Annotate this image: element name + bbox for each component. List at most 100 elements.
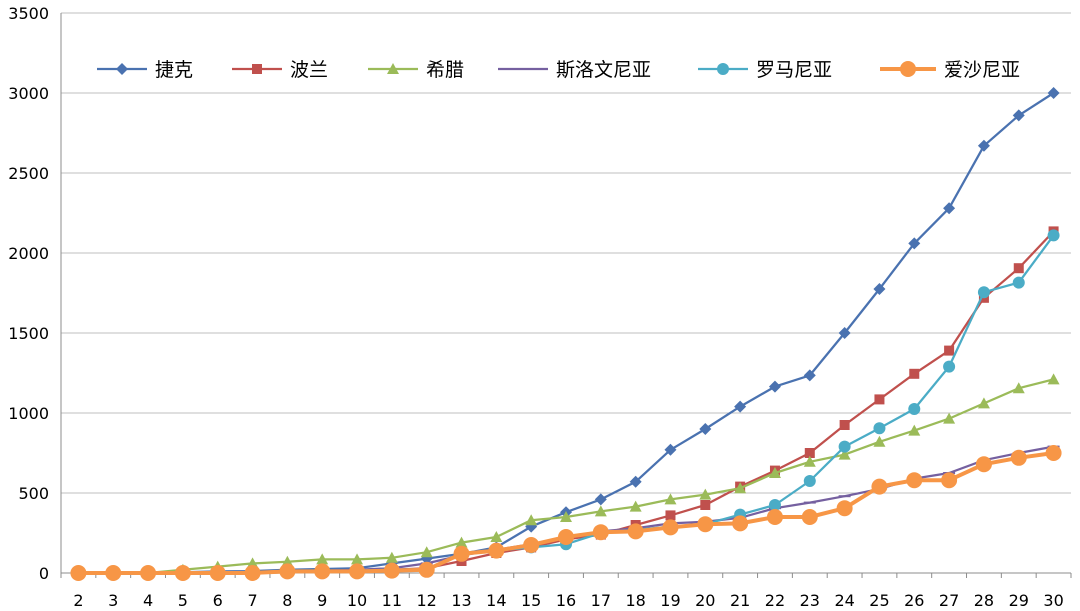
data-point bbox=[873, 435, 886, 447]
x-tick-label: 24 bbox=[834, 591, 854, 610]
data-point bbox=[732, 515, 749, 532]
x-tick-label: 12 bbox=[417, 591, 437, 610]
x-tick-label: 2 bbox=[73, 591, 83, 610]
x-tick-label: 19 bbox=[660, 591, 680, 610]
y-tick-label: 0 bbox=[39, 564, 49, 583]
data-point bbox=[734, 400, 747, 413]
data-point bbox=[804, 448, 815, 458]
x-tick-label: 30 bbox=[1043, 591, 1063, 610]
legend-item: 斯洛文尼亚 bbox=[498, 59, 651, 81]
data-point bbox=[592, 524, 609, 541]
x-tick-label: 10 bbox=[347, 591, 367, 610]
data-point bbox=[906, 472, 923, 489]
data-point bbox=[349, 563, 366, 580]
data-point bbox=[279, 563, 296, 580]
data-point bbox=[174, 565, 191, 581]
legend-label: 爱沙尼亚 bbox=[944, 59, 1020, 81]
x-tick-label: 8 bbox=[282, 591, 292, 610]
legend-label: 波兰 bbox=[290, 59, 328, 81]
data-point bbox=[420, 546, 433, 558]
x-tick-label: 22 bbox=[765, 591, 785, 610]
data-point bbox=[662, 519, 679, 536]
legend-label: 捷克 bbox=[155, 59, 193, 81]
data-point bbox=[803, 475, 816, 487]
x-tick-label: 6 bbox=[213, 591, 223, 610]
data-point bbox=[699, 488, 712, 500]
data-point bbox=[768, 499, 781, 511]
data-point bbox=[1012, 276, 1025, 289]
legend-item: 波兰 bbox=[232, 59, 328, 81]
data-point bbox=[871, 478, 888, 495]
x-tick-label: 4 bbox=[143, 591, 153, 610]
data-point bbox=[244, 565, 261, 581]
data-point bbox=[975, 456, 992, 473]
x-tick-label: 15 bbox=[521, 591, 541, 610]
data-point bbox=[838, 448, 851, 460]
y-tick-label: 1000 bbox=[8, 404, 49, 423]
data-point bbox=[664, 443, 677, 456]
legend-marker bbox=[900, 61, 916, 77]
data-point bbox=[873, 283, 886, 295]
data-point bbox=[1045, 445, 1062, 461]
data-point bbox=[629, 475, 642, 488]
data-point bbox=[943, 412, 956, 424]
x-tick-label: 20 bbox=[695, 591, 715, 610]
x-tick-label: 16 bbox=[556, 591, 576, 610]
data-point bbox=[594, 493, 607, 506]
data-point bbox=[664, 493, 677, 505]
legend-item: 捷克 bbox=[97, 59, 193, 81]
series-3 bbox=[72, 373, 1060, 578]
data-point bbox=[1010, 449, 1027, 466]
x-tick-label: 7 bbox=[247, 591, 257, 610]
data-point bbox=[977, 397, 990, 409]
x-tick-label: 5 bbox=[178, 591, 188, 610]
y-tick-label: 500 bbox=[18, 484, 49, 503]
legend-marker bbox=[116, 63, 128, 75]
y-tick-label: 2500 bbox=[8, 164, 49, 183]
data-point bbox=[209, 565, 226, 581]
data-point bbox=[488, 542, 505, 559]
data-point bbox=[943, 360, 956, 373]
x-tick-label: 9 bbox=[317, 591, 327, 610]
data-point bbox=[838, 440, 851, 453]
data-point bbox=[801, 509, 818, 525]
data-point bbox=[383, 562, 400, 579]
legend-label: 斯洛文尼亚 bbox=[556, 59, 651, 81]
y-tick-label: 2000 bbox=[8, 244, 49, 263]
data-point bbox=[908, 424, 921, 436]
data-point bbox=[700, 500, 711, 510]
x-tick-label: 17 bbox=[591, 591, 611, 610]
data-point bbox=[1047, 373, 1060, 385]
data-point bbox=[943, 202, 956, 215]
x-tick-label: 3 bbox=[108, 591, 118, 610]
x-tick-label: 29 bbox=[1009, 591, 1029, 610]
legend-label: 希腊 bbox=[426, 59, 464, 81]
data-point bbox=[734, 482, 747, 494]
data-point bbox=[594, 505, 607, 517]
series-2 bbox=[73, 226, 1059, 578]
data-point bbox=[1047, 229, 1060, 242]
data-point bbox=[768, 467, 781, 478]
series-5 bbox=[72, 229, 1060, 579]
data-point bbox=[944, 345, 955, 356]
y-tick-label: 1500 bbox=[8, 324, 49, 343]
data-point bbox=[908, 403, 921, 415]
data-point bbox=[908, 237, 921, 250]
data-point bbox=[768, 380, 781, 393]
data-point bbox=[699, 423, 712, 435]
data-point bbox=[1012, 382, 1025, 394]
data-point bbox=[453, 545, 470, 562]
legend-marker bbox=[252, 64, 262, 74]
data-point bbox=[803, 455, 816, 467]
y-tick-label: 3500 bbox=[8, 4, 49, 23]
data-point bbox=[697, 516, 714, 533]
data-point bbox=[665, 510, 676, 521]
legend-marker bbox=[717, 63, 729, 75]
data-point bbox=[874, 394, 885, 405]
x-tick-label: 27 bbox=[939, 591, 959, 610]
x-tick-label: 28 bbox=[974, 591, 994, 610]
data-point bbox=[803, 369, 816, 382]
data-point bbox=[351, 553, 364, 565]
